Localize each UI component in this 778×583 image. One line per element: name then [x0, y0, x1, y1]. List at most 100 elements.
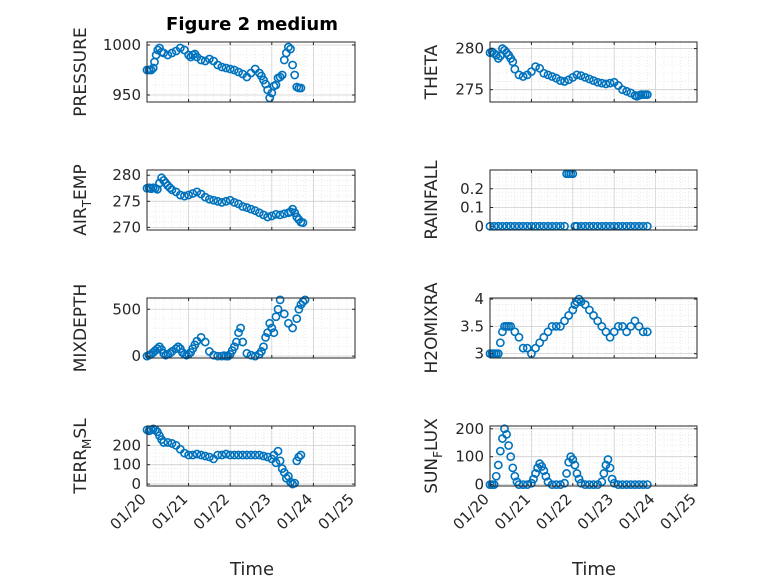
data-point: [204, 452, 214, 462]
data-point: [217, 62, 227, 72]
data-point: [500, 424, 509, 434]
data-point: [213, 196, 223, 206]
data-point: [254, 208, 264, 218]
data-point: [568, 455, 578, 464]
data-point: [560, 77, 569, 86]
y-tick-label: 3.5: [460, 317, 484, 335]
data-point: [229, 342, 239, 352]
data-point: [246, 204, 256, 214]
axes-box: [489, 425, 698, 487]
data-point: [597, 477, 607, 487]
data-point: [271, 458, 281, 468]
data-point: [296, 83, 306, 93]
data-point: [229, 65, 239, 75]
axes-box: [489, 297, 698, 359]
data-point: [279, 309, 289, 319]
data-point: [551, 480, 561, 490]
axes-background: [490, 426, 697, 486]
data-point: [196, 450, 206, 460]
data-point: [294, 304, 304, 314]
data-point: [539, 68, 549, 78]
data-point: [560, 316, 569, 326]
data-point: [605, 463, 615, 473]
data-point: [209, 195, 218, 205]
data-point: [570, 460, 580, 470]
data-point: [630, 316, 640, 326]
y-axis-label-rest: SL: [71, 418, 91, 439]
y-tick-label: 0.2: [460, 180, 484, 198]
data-point: [589, 76, 598, 86]
data-point: [209, 350, 218, 360]
data-point: [634, 321, 644, 331]
y-tick-label: 0: [474, 476, 484, 494]
y-axis-label-main: AIR: [71, 207, 91, 236]
data-point: [574, 474, 584, 484]
data-point: [510, 471, 520, 481]
data-point: [238, 337, 248, 347]
data-point: [200, 56, 210, 66]
data-point: [290, 70, 300, 80]
data-point: [493, 54, 503, 63]
data-point: [642, 90, 652, 100]
data-point: [146, 65, 156, 75]
data-point: [618, 480, 627, 490]
data-point: [290, 478, 300, 488]
data-point: [555, 76, 565, 86]
data-point: [242, 348, 252, 358]
data-point: [292, 314, 302, 324]
data-point: [265, 318, 275, 328]
data-point: [188, 189, 198, 198]
data-point: [622, 480, 632, 490]
data-point: [271, 312, 281, 322]
data-point: [254, 450, 264, 460]
data-point: [148, 63, 158, 73]
data-point: [539, 332, 549, 342]
data-point: [286, 44, 295, 54]
data-point: [555, 321, 565, 331]
figure-title: Figure 2 medium: [166, 14, 338, 35]
data-point: [572, 70, 582, 80]
data-point: [593, 77, 603, 87]
data-point: [508, 463, 518, 473]
data-point: [510, 327, 520, 337]
data-point: [618, 321, 627, 331]
data-point: [213, 60, 223, 70]
data-point: [159, 348, 169, 358]
axes-box: [146, 425, 356, 487]
data-point: [537, 462, 547, 471]
data-point: [184, 50, 193, 60]
y-tick-label: 500: [112, 300, 141, 318]
y-axis-label-rest: LUX: [422, 418, 442, 451]
data-point: [518, 343, 528, 353]
data-point: [288, 323, 297, 333]
data-point: [535, 338, 545, 348]
y-tick-label: 200: [455, 420, 484, 438]
data-point: [576, 71, 586, 81]
data-point: [547, 321, 557, 331]
y-axis-label: THETA: [422, 44, 442, 100]
data-point: [564, 311, 574, 320]
data-point: [298, 218, 308, 228]
axes-4: 0 500 MIXDEPTH: [71, 284, 356, 372]
y-tick-label: 275: [455, 81, 484, 99]
data-point: [576, 478, 586, 488]
data-point: [555, 480, 565, 490]
axes-2: 270 275 280 AIRTEMP: [71, 164, 356, 236]
data-point: [221, 196, 231, 206]
data-point: [225, 450, 235, 460]
data-point: [504, 441, 514, 450]
y-axis-label-main: SUN: [422, 458, 442, 494]
data-point: [613, 321, 623, 331]
data-point: [221, 63, 231, 73]
data-point: [584, 74, 594, 84]
data-point: [238, 202, 248, 211]
data-point: [163, 438, 173, 447]
y-tick-label: 0.1: [460, 199, 484, 217]
data-point: [180, 191, 189, 201]
data-point: [613, 480, 623, 490]
data-point: [259, 451, 268, 461]
y-tick-label: 4: [474, 290, 484, 308]
data-point: [626, 480, 636, 490]
y-tick-label: 280: [455, 40, 484, 58]
